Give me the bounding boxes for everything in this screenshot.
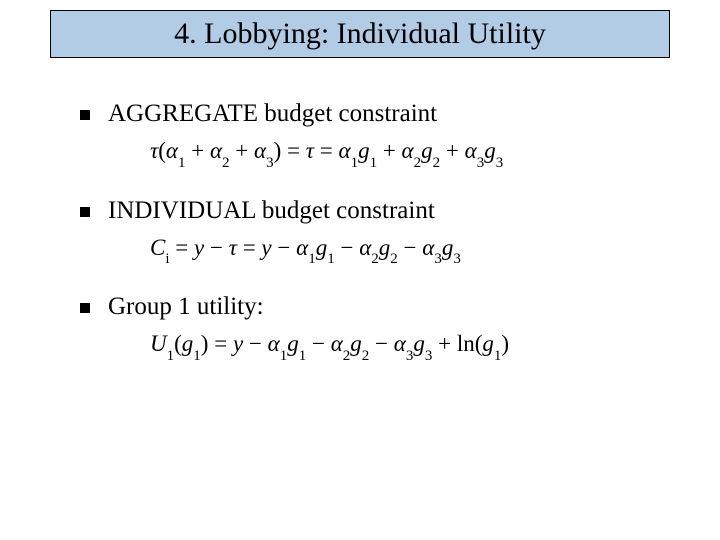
slide-title: 4. Lobbying: Individual Utility [174,17,546,51]
bullet-text-3: Group 1 utility: [108,293,264,321]
bullet-square-icon [80,110,90,120]
bullet-square-icon [80,303,90,313]
equation-1: τ(α1 + α2 + α3) = τ = α1g1 + α2g2 + α3g3 [150,138,640,169]
bullet-square-icon [80,207,90,217]
bullet-text-2: INDIVIDUAL budget constraint [108,197,435,225]
bullet-item: Group 1 utility: [80,293,640,321]
title-box: 4. Lobbying: Individual Utility [50,10,670,58]
slide-content: AGGREGATE budget constraint τ(α1 + α2 + … [80,100,640,390]
bullet-item: AGGREGATE budget constraint [80,100,640,128]
equation-3: U1(g1) = y − α1g1 − α2g2 − α3g3 + ln(g1) [150,331,640,362]
equation-2: Ci = y − τ = y − α1g1 − α2g2 − α3g3 [150,235,640,266]
bullet-text-1: AGGREGATE budget constraint [108,100,437,128]
bullet-item: INDIVIDUAL budget constraint [80,197,640,225]
